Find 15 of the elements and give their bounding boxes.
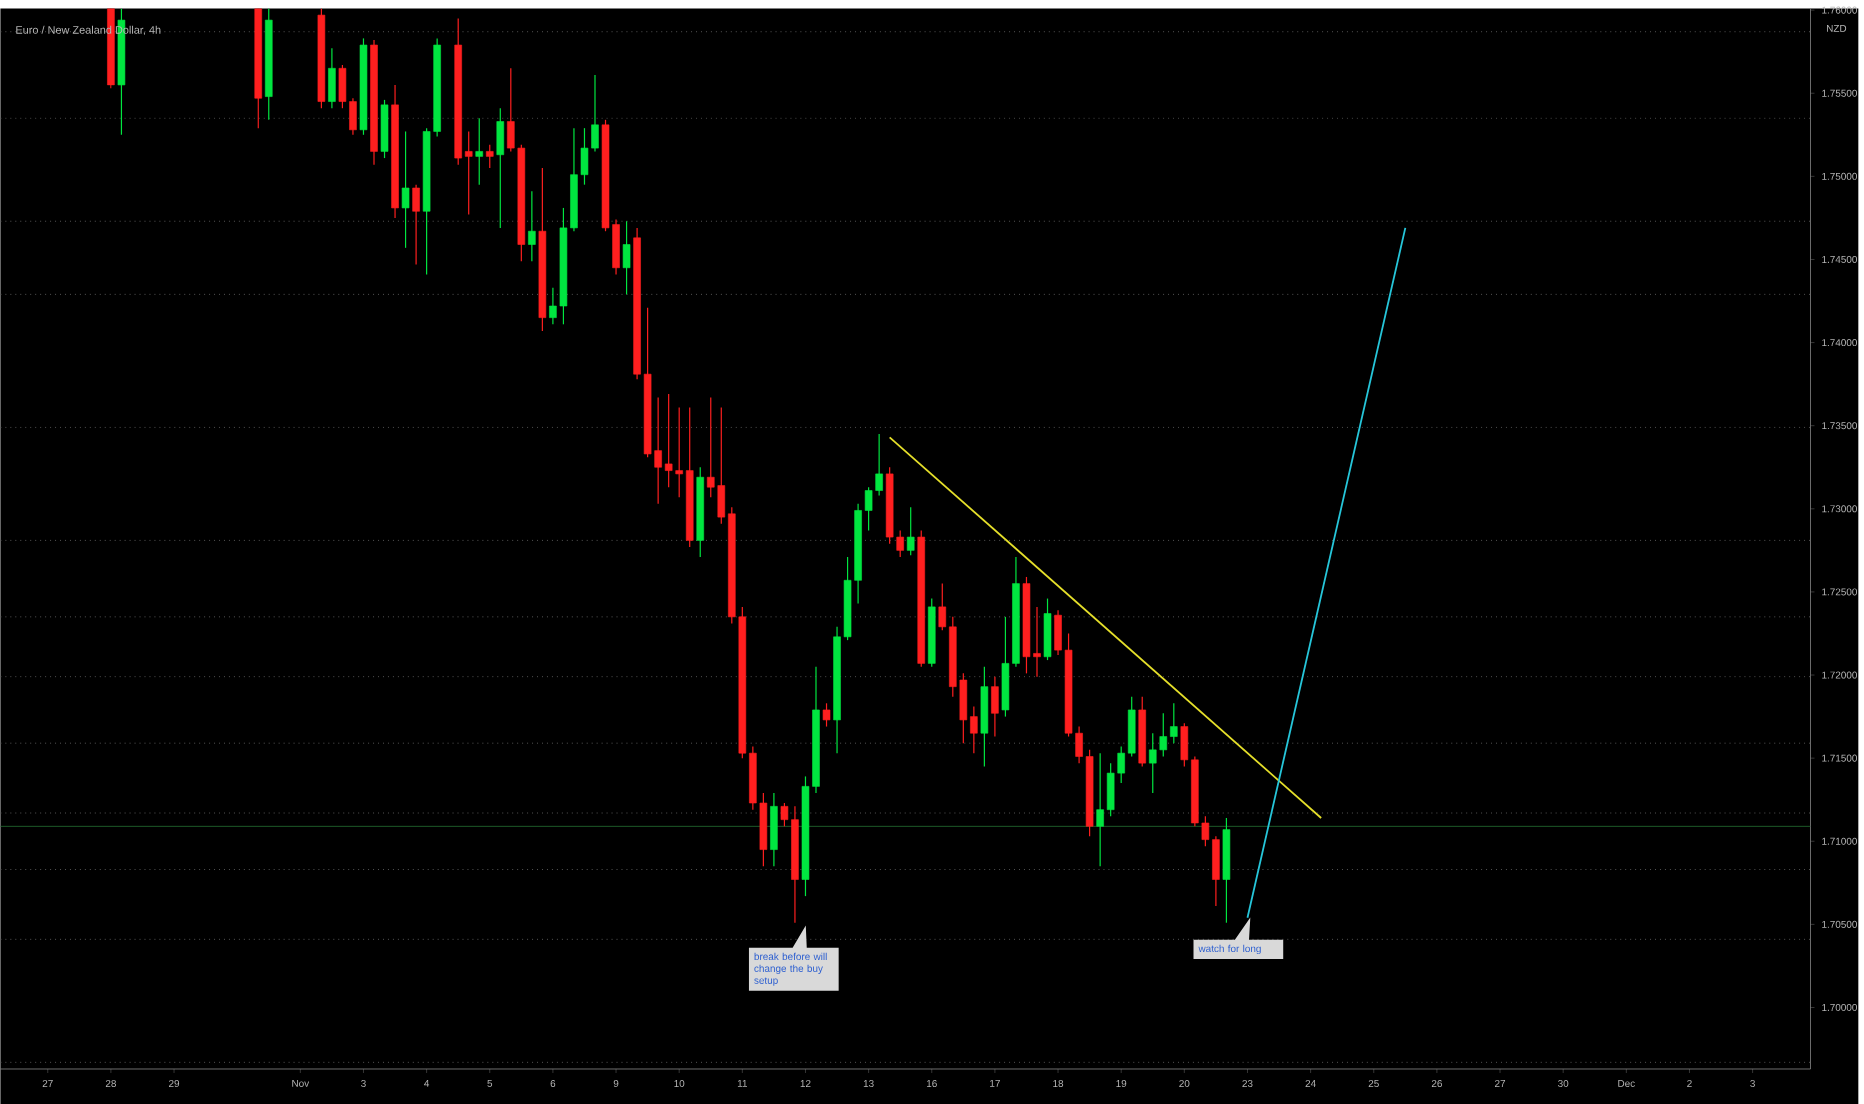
- candlestick: [822, 702, 831, 727]
- candlestick: [980, 665, 989, 767]
- candlestick: [401, 130, 410, 248]
- candlestick: [380, 98, 389, 159]
- candlestick: [770, 792, 778, 867]
- candlestick: [622, 220, 631, 295]
- candlestick: [412, 183, 420, 265]
- candlestick: [475, 117, 484, 185]
- candlestick: [1043, 597, 1052, 661]
- candlestick: [528, 190, 536, 262]
- candlestick: [485, 143, 494, 169]
- candlestick: [328, 47, 336, 109]
- candlestick: [496, 107, 505, 229]
- candlestick: [906, 506, 915, 556]
- candlestick: [991, 675, 999, 737]
